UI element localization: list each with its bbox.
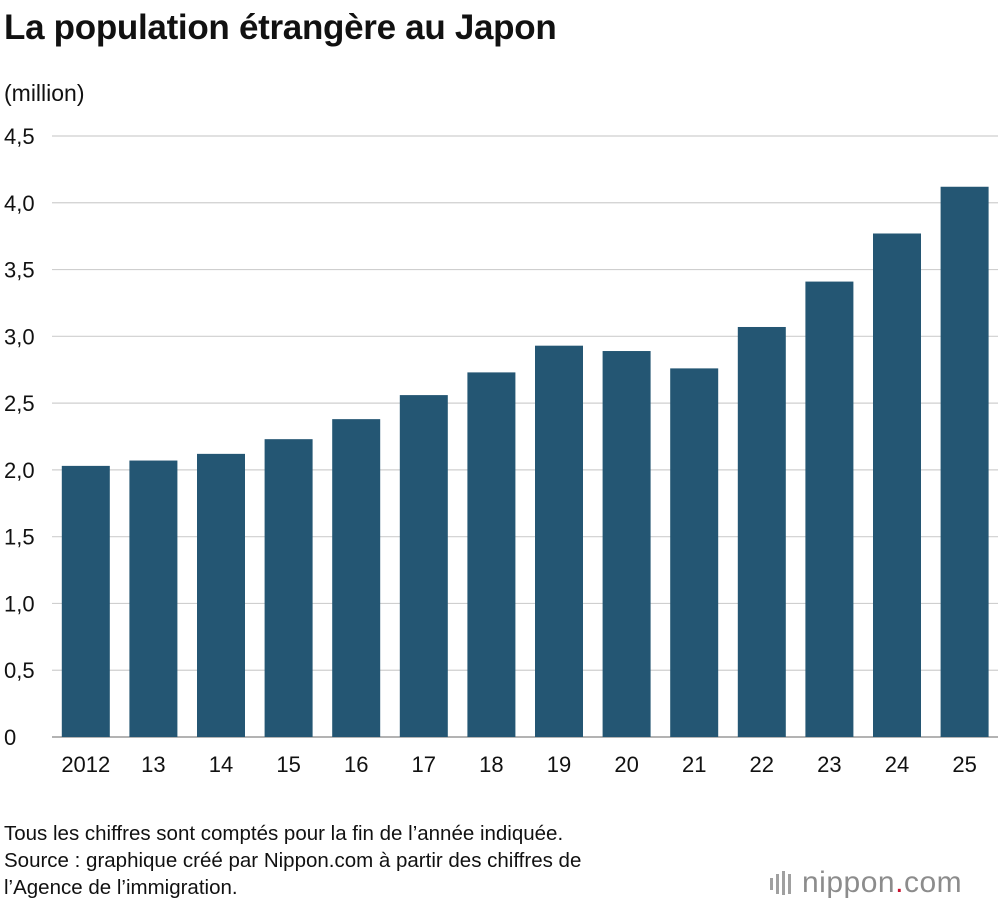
- bar-15: [264, 439, 313, 737]
- bars: [61, 186, 989, 738]
- bar-20: [602, 351, 651, 737]
- x-tick-label: 13: [141, 752, 165, 777]
- x-tick-label: 2012: [61, 752, 110, 777]
- x-tick-label: 15: [276, 752, 300, 777]
- x-tick-label: 17: [412, 752, 436, 777]
- bar-2012: [61, 465, 110, 737]
- y-tick-label: 2,0: [4, 458, 35, 483]
- y-tick-label: 0: [4, 725, 16, 750]
- bar-chart: 0 0,5 1,0 1,5 2,0 2,5 3,0 3,5 4,0 4,5 2012 13 14 15 1…: [4, 124, 998, 777]
- chart-notes: Tous les chiffres sont comptés pour la f…: [4, 820, 581, 901]
- x-tick-label: 24: [885, 752, 909, 777]
- logo-tld: com: [903, 866, 963, 899]
- bar-18: [467, 372, 516, 737]
- x-tick-label: 25: [952, 752, 976, 777]
- bar-17: [399, 395, 448, 737]
- bar-16: [332, 419, 381, 737]
- x-tick-label: 21: [682, 752, 706, 777]
- logo-name: nippon: [802, 866, 896, 899]
- x-tick-label: 19: [547, 752, 571, 777]
- nippon-bars-icon: [770, 871, 791, 895]
- bar-13: [129, 460, 178, 737]
- x-axis-ticks: 2012 13 14 15 16 17 18 19 20 21 22 23 24 25: [61, 752, 977, 777]
- bar-14: [197, 453, 245, 737]
- logo-dot: .: [895, 866, 904, 899]
- y-tick-label: 2,5: [4, 391, 35, 416]
- bar-21: [670, 368, 719, 737]
- y-tick-label: 0,5: [4, 658, 35, 683]
- source-line: Source : graphique créé par Nippon.com à…: [4, 849, 582, 872]
- source-line-continued: l’Agence de l’immigration.: [4, 876, 238, 899]
- bar-25: [940, 186, 989, 738]
- y-tick-label: 1,5: [4, 525, 35, 550]
- y-tick-label: 4,5: [4, 124, 35, 149]
- bar-19: [535, 345, 583, 737]
- x-tick-label: 22: [750, 752, 774, 777]
- grid-lines: [52, 135, 998, 738]
- x-tick-label: 16: [344, 752, 368, 777]
- y-axis-unit-label: (million): [4, 80, 85, 106]
- bar-23: [805, 281, 854, 737]
- y-tick-label: 3,5: [4, 258, 35, 283]
- bar-24: [873, 233, 921, 738]
- x-tick-label: 23: [817, 752, 841, 777]
- y-tick-label: 4,0: [4, 191, 35, 216]
- x-tick-label: 18: [479, 752, 503, 777]
- x-tick-label: 20: [614, 752, 638, 777]
- nippon-logo: nippon. com: [770, 866, 962, 900]
- y-tick-label: 3,0: [4, 324, 35, 349]
- note-line: Tous les chiffres sont comptés pour la f…: [4, 822, 564, 845]
- bar-22: [737, 326, 786, 737]
- x-tick-label: 14: [209, 752, 233, 777]
- y-tick-label: 1,0: [4, 591, 35, 616]
- chart-title: La population étrangère au Japon: [4, 8, 557, 47]
- y-axis-ticks: 0 0,5 1,0 1,5 2,0 2,5 3,0 3,5 4,0 4,5: [4, 124, 35, 750]
